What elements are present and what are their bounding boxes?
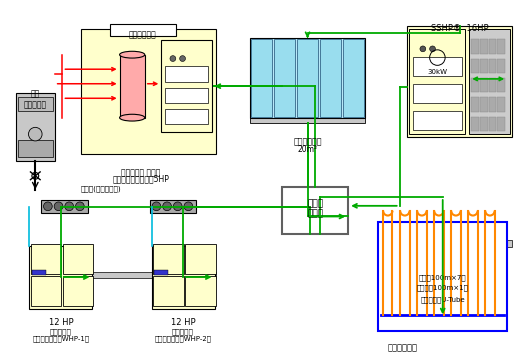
Bar <box>413 111 461 130</box>
Bar <box>153 275 184 306</box>
Bar <box>250 117 365 124</box>
Bar <box>165 66 208 82</box>
Text: ビル用マルチ（WHP-2）: ビル用マルチ（WHP-2） <box>154 336 212 342</box>
Bar <box>413 57 461 76</box>
Bar <box>154 270 168 275</box>
Bar <box>480 58 488 73</box>
Bar <box>81 272 216 279</box>
Circle shape <box>420 46 426 52</box>
Bar <box>16 93 55 161</box>
Text: 30kW: 30kW <box>427 69 447 75</box>
Bar <box>471 97 479 112</box>
Bar <box>274 39 295 117</box>
Bar <box>81 29 216 154</box>
Bar <box>480 39 488 54</box>
Bar <box>18 97 52 111</box>
Bar <box>471 39 479 54</box>
Bar <box>498 117 505 131</box>
Bar <box>471 78 479 92</box>
Circle shape <box>163 202 172 211</box>
Bar <box>110 24 176 36</box>
Bar <box>165 88 208 103</box>
Bar <box>282 187 348 234</box>
Circle shape <box>54 202 63 211</box>
Circle shape <box>152 202 161 211</box>
Bar <box>469 29 510 134</box>
Circle shape <box>184 202 193 211</box>
Bar <box>498 58 505 73</box>
Bar <box>471 58 479 73</box>
Text: 20m²: 20m² <box>298 145 318 154</box>
Circle shape <box>76 202 84 211</box>
Text: 太陽熱集熱器: 太陽熱集熱器 <box>293 137 322 146</box>
Bar <box>251 39 272 117</box>
Bar <box>41 200 88 213</box>
Circle shape <box>173 202 182 211</box>
Bar <box>379 222 507 331</box>
Circle shape <box>65 202 74 211</box>
Bar <box>64 244 93 274</box>
Text: 地中熱交換器: 地中熱交換器 <box>388 343 418 353</box>
Bar <box>320 39 341 117</box>
Bar <box>185 275 215 306</box>
Bar <box>498 97 505 112</box>
Circle shape <box>170 56 176 62</box>
Bar <box>150 200 196 213</box>
Bar <box>33 270 46 275</box>
Circle shape <box>429 46 435 52</box>
Bar <box>32 244 61 274</box>
Text: 室内機(天埋ダクト): 室内機(天埋ダクト) <box>81 185 122 192</box>
Ellipse shape <box>120 51 145 58</box>
Text: 地中熱利用: 地中熱利用 <box>172 328 194 335</box>
Text: シングル100m×1本: シングル100m×1本 <box>417 285 469 291</box>
Bar <box>498 39 505 54</box>
Bar <box>29 246 92 309</box>
Bar <box>152 246 215 309</box>
Bar <box>250 38 365 118</box>
Bar <box>407 240 512 246</box>
Text: 既設
ガスボイラ: 既設 ガスボイラ <box>24 90 47 109</box>
Bar <box>489 58 497 73</box>
Bar <box>489 117 497 131</box>
Bar <box>413 84 461 103</box>
Bar <box>165 109 208 125</box>
Text: SSHP®  16HP: SSHP® 16HP <box>431 24 488 33</box>
Bar <box>480 78 488 92</box>
Bar <box>407 25 512 137</box>
Bar <box>343 39 364 117</box>
Text: ボアホールU-Tube: ボアホールU-Tube <box>421 297 465 303</box>
Circle shape <box>180 56 185 62</box>
Ellipse shape <box>120 114 145 121</box>
Text: ダブル100m×7本: ダブル100m×7本 <box>419 274 467 281</box>
Bar <box>32 275 61 306</box>
Text: 12 HP: 12 HP <box>49 318 74 327</box>
Bar <box>161 40 212 132</box>
Text: 給湯システム: 給湯システム <box>129 30 157 39</box>
Bar <box>480 97 488 112</box>
Bar <box>489 97 497 112</box>
Bar <box>297 39 318 117</box>
Text: 地中熱利用 給湯用: 地中熱利用 給湯用 <box>121 168 161 177</box>
Bar <box>64 275 93 306</box>
Bar <box>480 117 488 131</box>
Bar <box>471 117 479 131</box>
Circle shape <box>28 127 42 141</box>
Bar <box>489 78 497 92</box>
Text: ヒートポンプチラー5HP: ヒートポンプチラー5HP <box>112 175 170 184</box>
Bar <box>18 140 52 158</box>
Bar <box>498 78 505 92</box>
Bar <box>410 29 466 134</box>
Text: 地中熱利用: 地中熱利用 <box>50 328 72 335</box>
Bar <box>185 244 215 274</box>
Text: ビル用マルチ（WHP-1）: ビル用マルチ（WHP-1） <box>33 336 90 342</box>
Bar <box>153 244 184 274</box>
Bar <box>120 55 145 118</box>
Text: 12 HP: 12 HP <box>171 318 195 327</box>
Circle shape <box>44 202 52 211</box>
Bar <box>489 39 497 54</box>
Text: 熱源水
ループ: 熱源水 ループ <box>307 199 323 218</box>
